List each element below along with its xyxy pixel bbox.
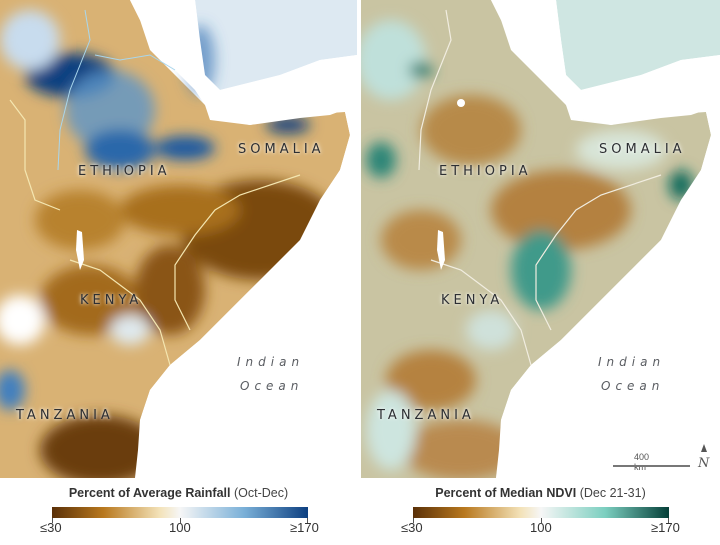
rainfall-colorbar: [52, 507, 308, 518]
rainfall-legend: Percent of Average Rainfall (Oct-Dec) ≤3…: [0, 478, 357, 545]
north-arrow-icon: N: [697, 444, 711, 471]
label-ocean: Ocean: [601, 379, 665, 393]
rainfall-map-graphic: [0, 0, 357, 478]
tick-max: [307, 518, 308, 523]
label-tanzania: TANZANIA: [377, 408, 475, 423]
rainfall-map-panel: ETHIOPIA SOMALIA KENYA TANZANIA Indian O…: [0, 0, 357, 545]
ndvi-map-panel: ETHIOPIA SOMALIA KENYA TANZANIA Indian O…: [361, 0, 720, 545]
ndvi-legend-title-main: Percent of Median NDVI: [435, 486, 577, 500]
colorbar-min-label: ≤30: [401, 520, 423, 535]
colorbar-max-label: ≥170: [290, 520, 319, 535]
scale-bar-line: [613, 465, 690, 467]
tick-max: [668, 518, 669, 523]
label-somalia: SOMALIA: [238, 142, 325, 157]
rainfall-map: [0, 0, 357, 478]
label-kenya: KENYA: [441, 293, 504, 308]
ndvi-map: [361, 0, 720, 478]
label-somalia: SOMALIA: [599, 142, 686, 157]
colorbar-max-label: ≥170: [651, 520, 680, 535]
svg-text:N: N: [697, 456, 710, 470]
ndvi-colorbar: [413, 507, 669, 518]
scale-bar-label: 400 km: [634, 452, 650, 472]
ndvi-map-graphic: [361, 0, 720, 478]
label-ethiopia: ETHIOPIA: [78, 164, 171, 179]
label-ethiopia: ETHIOPIA: [439, 164, 532, 179]
tick-mid: [541, 518, 542, 523]
label-tanzania: TANZANIA: [16, 408, 114, 423]
rainfall-legend-title-main: Percent of Average Rainfall: [68, 486, 231, 500]
rainfall-legend-title-period: (Oct-Dec): [233, 486, 289, 500]
tick-min: [413, 518, 414, 523]
label-indian: Indian: [237, 355, 305, 369]
ndvi-legend-title-period: (Dec 21-31): [579, 486, 646, 500]
colorbar-mid-label: 100: [530, 520, 552, 535]
label-ocean: Ocean: [240, 379, 304, 393]
ndvi-legend: Percent of Median NDVI (Dec 21-31) ≤30 1…: [361, 478, 720, 545]
colorbar-mid-label: 100: [169, 520, 191, 535]
ndvi-legend-title: Percent of Median NDVI (Dec 21-31): [361, 486, 720, 500]
label-kenya: KENYA: [80, 293, 143, 308]
rainfall-legend-title: Percent of Average Rainfall (Oct-Dec): [0, 486, 357, 500]
colorbar-min-label: ≤30: [40, 520, 62, 535]
tick-min: [52, 518, 53, 523]
label-indian: Indian: [598, 355, 666, 369]
tick-mid: [180, 518, 181, 523]
